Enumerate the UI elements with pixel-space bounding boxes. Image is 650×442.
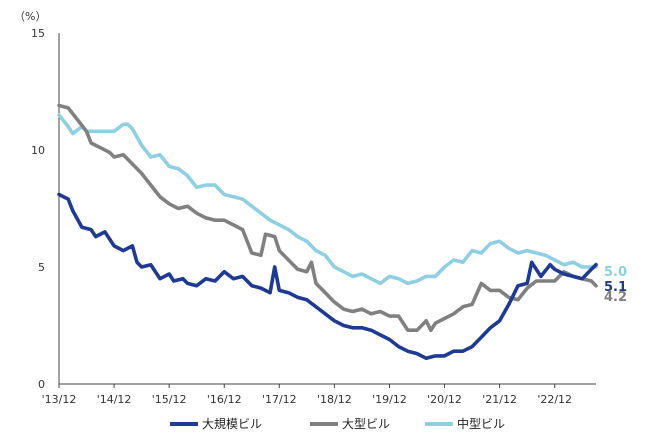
series-lines [57,103,598,361]
y-tick-label: 10 [31,144,45,157]
y-axis-ticks: 0 5 10 15 [31,27,45,391]
x-tick-label: '14/12 [97,393,132,406]
x-axis-ticks: '13/12 '14/12 '15/12 '16/12 '17/12 '18/12 '19/… [42,384,572,406]
x-tick-label: '21/12 [482,393,517,406]
series-line-2 [57,113,598,286]
legend-label-2: 中型ビル [457,416,505,431]
legend: 大規模ビル 大型ビル 中型ビル [170,416,505,431]
x-tick-label: '22/12 [537,393,572,406]
series-line-1 [57,103,598,333]
legend-label-1: 大型ビル [342,417,390,431]
axes [58,33,596,385]
end-labels: 5.05.14.2 [604,265,627,305]
series-line-0 [57,192,598,361]
y-tick-label: 15 [31,27,45,40]
y-tick-label: 0 [38,378,45,391]
legend-label-0: 大規模ビル [202,416,262,431]
x-tick-label: '15/12 [152,393,187,406]
x-tick-label: '16/12 [207,393,242,406]
x-tick-label: '17/12 [262,393,297,406]
x-tick-label: '13/12 [42,393,77,406]
x-tick-label: '18/12 [317,393,352,406]
x-tick-label: '19/12 [372,393,407,406]
end-label-1: 4.2 [604,290,627,305]
x-tick-label: '20/12 [427,393,462,406]
end-label-2: 5.0 [604,265,627,280]
end-label-0: 5.1 [604,280,627,295]
y-axis-unit-label: （%） [14,10,46,23]
y-tick-label: 5 [38,261,45,274]
